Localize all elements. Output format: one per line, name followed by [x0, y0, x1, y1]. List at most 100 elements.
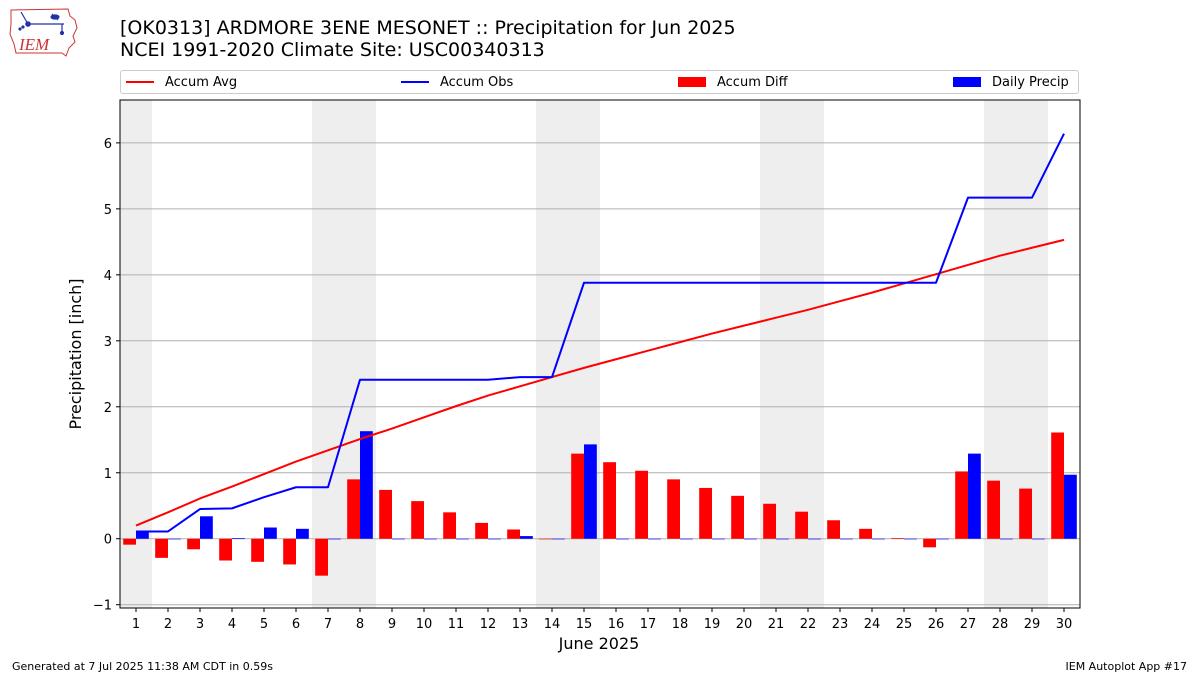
accum-diff-bar-day-4: [219, 538, 232, 561]
y-tick-label: 5: [104, 203, 112, 218]
accum-diff-bar-day-29: [1019, 488, 1032, 539]
legend-label-accum-obs: Accum Obs: [440, 74, 514, 90]
accum-diff-bar-day-16: [603, 462, 616, 539]
x-tick-label: 19: [704, 617, 721, 632]
x-tick-label: 13: [512, 617, 529, 632]
accum-diff-bar-day-11: [443, 512, 456, 539]
x-tick-label: 3: [196, 617, 204, 632]
x-axis-label: June 2025: [558, 634, 640, 653]
weekend-shade-day-1: [120, 100, 152, 608]
x-tick-label: 14: [544, 617, 561, 632]
accum-diff-bar-day-30: [1051, 432, 1064, 539]
footer-generated-text: Generated at 7 Jul 2025 11:38 AM CDT in …: [12, 660, 273, 673]
x-tick-label: 1: [132, 617, 140, 632]
legend-label-accum-diff: Accum Diff: [717, 74, 788, 90]
x-tick-label: 5: [260, 617, 268, 632]
daily-precip-bar-day-10: [424, 538, 437, 540]
daily-precip-bar-day-12: [488, 538, 501, 540]
accum-diff-bar-day-9: [379, 489, 392, 539]
x-tick-label: 22: [800, 617, 817, 632]
daily-precip-bar-day-24: [872, 538, 885, 540]
daily-precip-bar-day-22: [808, 538, 821, 540]
accum-diff-bar-day-10: [411, 501, 424, 539]
daily-precip-bar-day-11: [456, 538, 469, 540]
x-tick-label: 7: [324, 617, 332, 632]
x-tick-label: 30: [1056, 617, 1073, 632]
daily-precip-bar-day-15: [584, 444, 597, 539]
accum-diff-bar-day-23: [827, 520, 840, 539]
x-tick-label: 11: [448, 617, 465, 632]
daily-precip-bar-day-27: [968, 453, 981, 539]
x-tick-label: 28: [992, 617, 1009, 632]
legend-item-accum-avg: Accum Avg: [126, 71, 237, 93]
iem-logo: IEM: [9, 8, 78, 57]
daily-precip-bar-day-3: [200, 516, 213, 539]
y-tick-label: 0: [104, 533, 112, 548]
daily-precip-bar-day-29: [1032, 538, 1045, 540]
accum-diff-bar-day-15: [571, 453, 584, 539]
accum-diff-bar-day-8: [347, 479, 360, 539]
daily-precip-bar-day-19: [712, 538, 725, 540]
x-tick-label: 6: [292, 617, 300, 632]
accum-diff-bar-day-27: [955, 471, 968, 539]
daily-precip-bar-day-6: [296, 528, 309, 539]
daily-precip-bar-day-26: [936, 538, 949, 540]
legend-swatch-daily-precip: [953, 77, 981, 87]
lines: [135, 133, 1065, 533]
footer-app-text: IEM Autoplot App #17: [1065, 660, 1188, 673]
weekend-shade-day-7: [312, 100, 344, 608]
accum-diff-bar-day-25: [891, 538, 904, 539]
daily-precip-bar-day-28: [1000, 538, 1013, 540]
x-tick-label: 25: [896, 617, 913, 632]
logo-text: IEM: [18, 35, 50, 54]
y-tick-label: 1: [104, 467, 112, 482]
legend-label-daily-precip: Daily Precip: [992, 74, 1069, 90]
legend-label-accum-avg: Accum Avg: [165, 74, 238, 90]
weekend-shade-day-14: [536, 100, 568, 608]
daily-precip-bar-day-8: [360, 431, 373, 539]
x-tick-label: 10: [416, 617, 433, 632]
daily-precip-bar-day-1: [136, 531, 149, 539]
x-tick-label: 18: [672, 617, 689, 632]
accum-diff-bar-day-2: [155, 538, 168, 558]
x-tick-label: 8: [356, 617, 364, 632]
legend-item-daily-precip: Daily Precip: [953, 71, 1069, 93]
weather-station-icon: [18, 11, 65, 36]
gridlines: [120, 142, 1080, 606]
accum-diff-bar-day-12: [475, 522, 488, 539]
x-tick-label: 16: [608, 617, 625, 632]
daily-precip-bar-day-16: [616, 538, 629, 540]
accum-diff-bar-day-7: [315, 538, 328, 576]
accum-diff-bar-day-28: [987, 480, 1000, 539]
daily-precip-bar-day-23: [840, 538, 853, 540]
x-tick-label: 29: [1024, 617, 1041, 632]
accum-diff-bar-day-17: [635, 470, 648, 539]
daily-precip-bar-day-2: [168, 538, 181, 540]
x-tick-label: 12: [480, 617, 497, 632]
accum-diff-bar-day-1: [123, 538, 136, 545]
daily-precip-bar-day-17: [648, 538, 661, 540]
y-tick-label: 4: [104, 269, 112, 284]
daily-precip-bar-day-9: [392, 538, 405, 540]
accum-diff-bar-day-13: [507, 529, 520, 539]
bars: [123, 431, 1077, 576]
accum-diff-bar-day-22: [795, 511, 808, 539]
daily-precip-bar-day-5: [264, 527, 277, 539]
daily-precip-bar-day-21: [776, 538, 789, 540]
x-tick-label: 20: [736, 617, 753, 632]
accum-diff-bar-day-6: [283, 538, 296, 565]
x-tick-label: 4: [228, 617, 236, 632]
y-tick-label: 3: [104, 335, 112, 350]
accum-diff-bar-day-24: [859, 528, 872, 539]
y-axis-label: Precipitation [inch]: [66, 278, 85, 429]
accum-diff-bar-day-14: [539, 538, 552, 540]
y-tick-label: −1: [93, 599, 112, 614]
legend-item-accum-diff: Accum Diff: [678, 71, 788, 93]
chart-title: [OK0313] ARDMORE 3ENE MESONET :: Precipi…: [120, 17, 736, 39]
accum-diff-bar-day-18: [667, 479, 680, 539]
x-tick-label: 23: [832, 617, 849, 632]
daily-precip-bar-day-25: [904, 538, 917, 540]
x-tick-label: 17: [640, 617, 657, 632]
daily-precip-bar-day-20: [744, 538, 757, 540]
